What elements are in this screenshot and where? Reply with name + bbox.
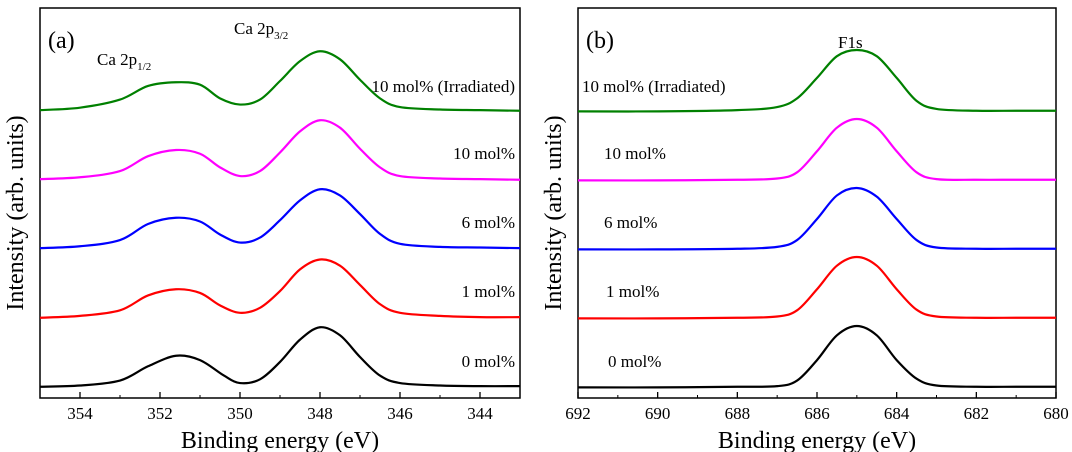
- series-label: 6 mol%: [604, 213, 657, 232]
- peak-label: F1s: [838, 33, 863, 52]
- series-label: 1 mol%: [606, 282, 659, 301]
- peak-label-subscript: 3/2: [274, 30, 288, 42]
- series-line-4: [577, 48, 1056, 113]
- peak-label: Ca 2p3/2: [234, 19, 288, 42]
- series-line-0: [39, 326, 521, 388]
- x-tick-label: 692: [565, 404, 591, 423]
- series-label: 6 mol%: [462, 213, 515, 232]
- series-label: 0 mol%: [608, 352, 661, 371]
- series-line-4: [39, 50, 521, 112]
- y-axis-title: Intensity (arb. units): [3, 115, 29, 310]
- x-tick-label: 688: [725, 404, 751, 423]
- panel-label: (a): [48, 28, 75, 54]
- x-tick-label: 348: [307, 404, 333, 423]
- panel-label: (b): [586, 28, 614, 54]
- x-tick-label: 344: [467, 404, 493, 423]
- series-label: 10 mol% (Irradiated): [582, 77, 726, 96]
- x-tick-label: 686: [804, 404, 830, 423]
- series-line-3: [577, 117, 1056, 182]
- panel-b: 692 690 688 686 684 682 680 Binding energy (eV)…: [541, 7, 1069, 452]
- y-axis-title: Intensity (arb. units): [541, 115, 567, 310]
- series-label: 0 mol%: [462, 352, 515, 371]
- x-tick-label: 354: [67, 404, 93, 423]
- x-tick-label: 350: [227, 404, 253, 423]
- x-tick-label: 690: [645, 404, 671, 423]
- panel-a: 354 352 350 348 346 344 Binding energy (eV) Int…: [3, 7, 521, 452]
- x-tick-label: 346: [387, 404, 413, 423]
- x-tick-label: 680: [1043, 404, 1069, 423]
- series-line-3: [39, 119, 521, 181]
- series-label: 10 mol%: [453, 144, 515, 163]
- x-axis-title: Binding energy (eV): [718, 428, 916, 452]
- series-label: 1 mol%: [462, 282, 515, 301]
- peak-label: Ca 2p1/2: [97, 50, 151, 73]
- series-label: 10 mol%: [604, 144, 666, 163]
- peak-label-subscript: 1/2: [137, 61, 151, 73]
- series-line-0: [577, 324, 1056, 389]
- series-line-1: [577, 255, 1057, 320]
- series-line-2: [577, 186, 1057, 251]
- series-line-2: [39, 188, 521, 250]
- series-line-1: [39, 258, 521, 319]
- x-tick-label: 684: [884, 404, 910, 423]
- x-tick-label: 682: [964, 404, 990, 423]
- series-label: 10 mol% (Irradiated): [372, 77, 516, 96]
- x-tick-label: 352: [147, 404, 173, 423]
- plot-frame: [577, 7, 1057, 399]
- x-axis-title: Binding energy (eV): [181, 428, 379, 452]
